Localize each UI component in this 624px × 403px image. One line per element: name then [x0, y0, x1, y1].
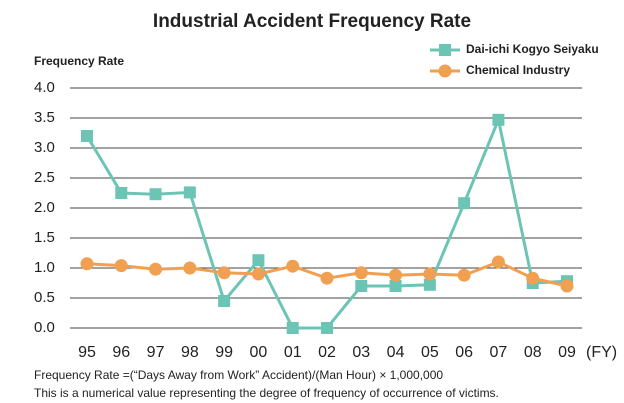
legend-label: Chemical Industry: [466, 63, 570, 77]
marker: [183, 261, 197, 275]
marker: [81, 130, 93, 142]
x-tick-label: 05: [421, 344, 439, 361]
x-tick-label: 06: [455, 344, 473, 361]
marker: [389, 268, 403, 282]
marker: [286, 322, 299, 334]
x-tick-label: 98: [181, 344, 199, 361]
marker: [252, 254, 265, 267]
chart-title: Industrial Accident Frequency Rate: [153, 11, 471, 32]
marker: [491, 255, 505, 269]
y-tick-label: 0.0: [34, 319, 55, 336]
marker: [149, 188, 162, 201]
y-tick-label: 0.5: [34, 289, 55, 306]
y-tick-label: 1.5: [34, 229, 55, 246]
marker: [458, 197, 471, 210]
x-tick-label: 00: [250, 344, 268, 361]
marker: [389, 280, 402, 292]
x-tick-label: 07: [490, 344, 508, 361]
x-tick-label: 08: [524, 344, 542, 361]
marker: [320, 271, 334, 285]
y-tick-label: 2.0: [34, 199, 55, 216]
marker: [217, 266, 231, 280]
x-tick-label: 02: [318, 344, 336, 361]
marker: [526, 271, 540, 285]
x-axis-label: (FY): [586, 344, 617, 361]
marker: [80, 257, 94, 271]
marker: [354, 266, 368, 280]
marker: [183, 186, 196, 199]
marker: [114, 259, 128, 273]
footnote: This is a numerical value representing t…: [34, 386, 499, 400]
marker: [423, 267, 437, 281]
legend-label: Dai-ichi Kogyo Seiyaku: [466, 42, 599, 56]
marker: [457, 268, 471, 282]
series-line: [85, 114, 568, 330]
x-tick-label: 95: [78, 344, 96, 361]
y-axis-label: Frequency Rate: [34, 54, 124, 68]
footnote: Frequency Rate =(“Days Away from Work” A…: [34, 368, 443, 382]
y-tick-label: 4.0: [34, 79, 55, 96]
marker: [423, 278, 436, 291]
x-tick-label: 96: [112, 344, 130, 361]
y-tick-label: 3.0: [34, 139, 55, 156]
marker: [560, 279, 574, 293]
x-tick-label: 01: [284, 344, 302, 361]
y-tick-label: 2.5: [34, 169, 55, 186]
x-tick-label: 99: [215, 344, 233, 361]
x-tick-label: 97: [147, 344, 165, 361]
x-tick-label: 09: [558, 344, 576, 361]
marker: [321, 322, 333, 334]
marker: [286, 259, 300, 273]
marker: [218, 295, 231, 307]
marker: [355, 280, 368, 292]
legend-marker: [439, 44, 451, 56]
y-tick-label: 3.5: [34, 109, 55, 126]
marker: [115, 187, 128, 199]
marker: [149, 262, 163, 276]
x-tick-label: 04: [387, 344, 405, 361]
y-tick-label: 1.0: [34, 259, 55, 276]
marker: [251, 267, 265, 281]
marker: [492, 113, 505, 126]
legend-marker: [438, 64, 452, 78]
x-tick-label: 03: [352, 344, 370, 361]
